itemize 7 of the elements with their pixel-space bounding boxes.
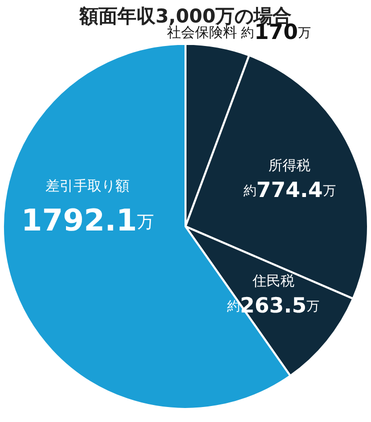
data-label: 約263.5万	[227, 294, 320, 318]
slice-label: 差引手取り額	[46, 178, 130, 195]
data-label: 1792.1万	[21, 204, 154, 239]
slice-label: 所得税	[268, 158, 311, 174]
slice-label: 社会保険料	[167, 25, 238, 42]
slice-label: 住民税	[251, 274, 294, 290]
data-label: 約774.4万	[243, 178, 336, 202]
